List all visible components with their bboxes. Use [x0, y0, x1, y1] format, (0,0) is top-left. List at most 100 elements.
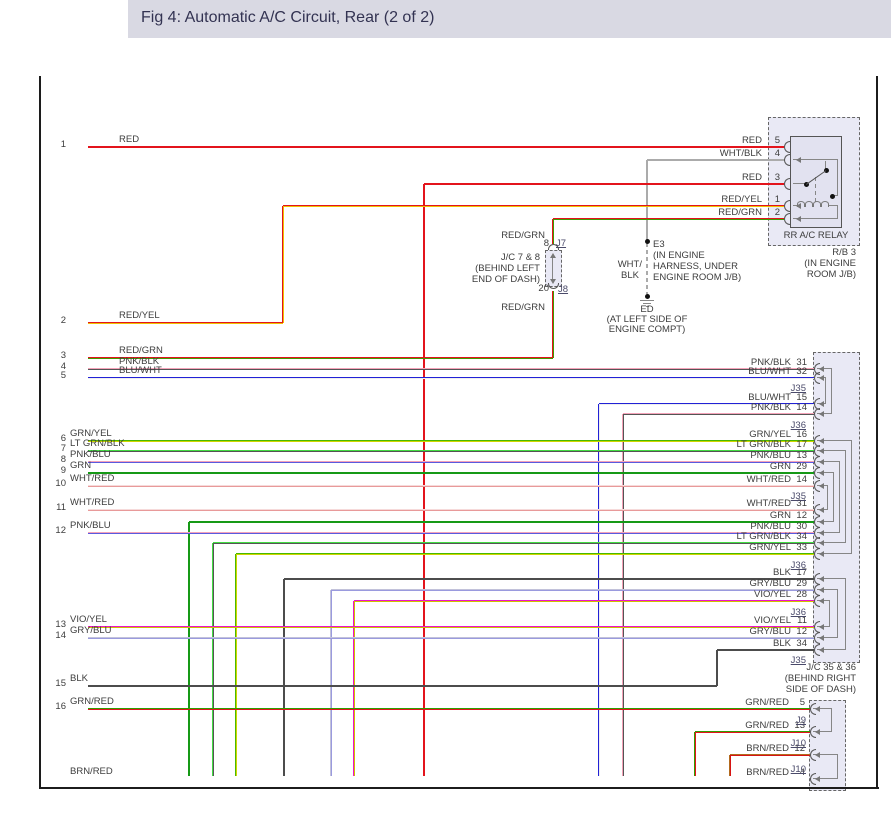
- connector-pin-icon: [814, 504, 820, 516]
- wire-segment: [729, 755, 731, 776]
- arrow-icon: [550, 279, 556, 284]
- arrow-icon: [819, 576, 824, 582]
- pin-number: 11: [797, 615, 807, 626]
- arrow-icon: [815, 776, 820, 782]
- arrow-icon: [819, 401, 824, 407]
- wire-segment: [552, 219, 554, 244]
- arrow-icon: [819, 483, 824, 489]
- connector-pin-icon: [784, 154, 790, 166]
- wire-color-label: RED/YEL: [721, 194, 762, 205]
- junction-link[interactable]: J35: [790, 655, 806, 666]
- arrow-icon: [819, 375, 824, 381]
- connector-pin-icon: [810, 703, 816, 715]
- wire-segment: [188, 522, 190, 776]
- wire-segment: [646, 306, 649, 307]
- text-label: HARNESS, UNDER: [653, 261, 738, 272]
- wire-color-label: GRN/YEL: [749, 429, 791, 440]
- wire-segment: [354, 600, 814, 602]
- wire-segment: [813, 754, 838, 755]
- wire-color-label: WHT/RED: [70, 473, 115, 484]
- connector-pin-icon: [814, 467, 820, 479]
- wire-segment: [817, 440, 852, 441]
- wire-segment: [817, 637, 838, 638]
- junction-dot-icon: [644, 238, 650, 244]
- junction-link[interactable]: J35: [790, 383, 806, 394]
- wire-segment: [827, 486, 828, 510]
- wire-segment: [845, 579, 846, 650]
- pin-number: 16: [796, 429, 807, 440]
- text-label: (BEHIND RIGHT: [784, 673, 856, 684]
- wire-segment: [88, 461, 814, 463]
- relay-inner-box: [790, 136, 842, 228]
- wire-color-label: BLU/WHT: [748, 366, 791, 377]
- junction-link[interactable]: J36: [790, 560, 806, 571]
- wire-segment: [817, 521, 834, 522]
- wire-color-label: GRN/YEL: [749, 542, 791, 553]
- wire-color-label: PNK/BLU: [70, 449, 111, 460]
- text-label: E3: [653, 239, 665, 250]
- wire-segment: [88, 440, 814, 442]
- pin-number: 4: [774, 148, 780, 159]
- arrow-icon: [550, 253, 556, 258]
- junction-link[interactable]: J36: [790, 607, 806, 618]
- wire-segment: [88, 368, 814, 370]
- pin-number: 1: [774, 194, 780, 205]
- wire-segment: [646, 160, 648, 241]
- wire-number: 10: [55, 478, 66, 489]
- wire-segment: [813, 731, 832, 732]
- junction-link[interactable]: J35: [790, 491, 806, 502]
- pin-number: 17: [796, 439, 807, 450]
- junction-dot-icon: [829, 193, 835, 199]
- wire-segment: [39, 76, 41, 789]
- pin-number: 12: [794, 743, 805, 754]
- pin-number: 4: [799, 767, 805, 778]
- wire-segment: [817, 553, 852, 554]
- wire-color-label: PNK/BLU: [70, 520, 111, 531]
- arrow-icon: [819, 598, 824, 604]
- wire-segment: [815, 177, 816, 205]
- junction-link[interactable]: J9: [795, 715, 806, 726]
- wire-segment: [284, 578, 814, 580]
- wire-number: 5: [60, 370, 66, 381]
- wire-segment: [88, 450, 814, 452]
- pin-number: 30: [796, 521, 807, 532]
- wire-number: 4: [60, 361, 66, 372]
- wire-segment: [817, 649, 846, 650]
- wire-segment: [88, 509, 814, 511]
- arrow-icon: [819, 587, 824, 593]
- wire-color-label: PNK/BLU: [750, 521, 791, 532]
- arrow-icon: [819, 507, 824, 513]
- junction-link[interactable]: J10: [790, 738, 806, 749]
- junction-link[interactable]: J36: [790, 420, 806, 431]
- arrow-icon: [819, 540, 824, 546]
- wire-color-label: GRN/RED: [70, 696, 114, 707]
- wire-segment: [552, 256, 553, 282]
- arrow-icon: [819, 647, 824, 653]
- wire-color-label: WHT/RED: [70, 497, 115, 508]
- text-label: ED: [640, 304, 654, 315]
- junction-link[interactable]: J7: [556, 238, 567, 249]
- arrow-icon: [819, 470, 824, 476]
- wire-color-label: RED: [119, 134, 140, 145]
- text-label: ENGINE ROOM J/B): [653, 272, 742, 283]
- wire-color-label: VIO/YEL: [754, 589, 791, 600]
- wire-color-label: GRN: [769, 510, 791, 521]
- wire-segment: [793, 183, 806, 184]
- junction-link[interactable]: J8: [558, 284, 569, 295]
- wire-number: 12: [55, 525, 66, 536]
- wire-segment: [330, 590, 332, 776]
- relay-coil-icon: [797, 201, 805, 207]
- text-label: 20: [538, 283, 549, 294]
- text-label: (BEHIND LEFT: [475, 263, 540, 274]
- junction-link[interactable]: J10: [790, 764, 806, 775]
- text-label: J/C 35 & 36: [806, 662, 856, 673]
- text-label: RED/GRN: [501, 302, 545, 313]
- pin-number: 29: [796, 461, 807, 472]
- connector-pin-icon: [814, 408, 820, 420]
- pin-number: 2: [774, 207, 780, 218]
- wire-segment: [213, 542, 814, 544]
- wire-segment: [643, 303, 651, 304]
- connector-pin-icon: [814, 644, 820, 656]
- connector-pin-icon: [784, 178, 790, 190]
- junction-dot-icon: [644, 293, 650, 299]
